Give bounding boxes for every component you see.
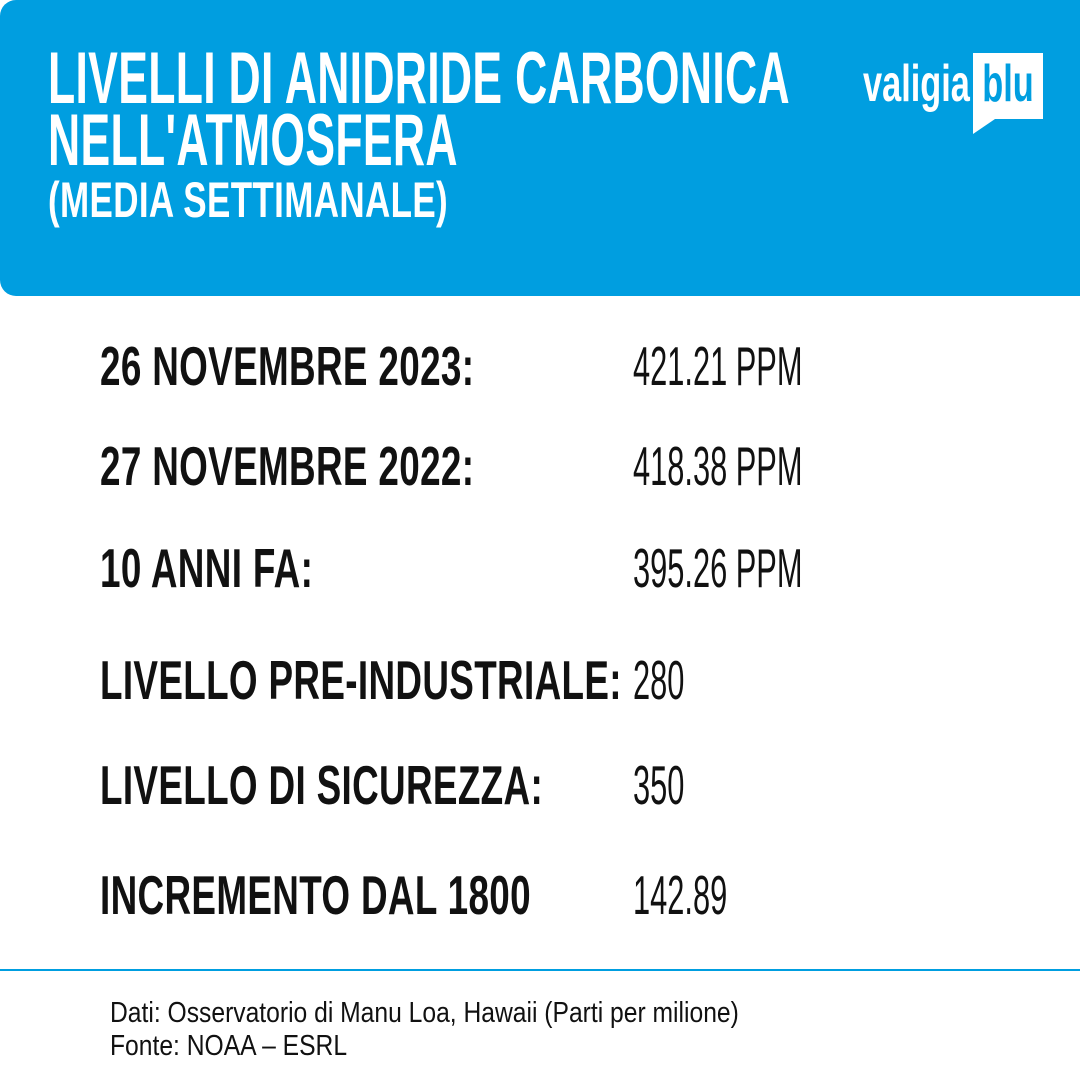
row-label: 10 ANNI FA: <box>100 537 314 599</box>
row-label: LIVELLO PRE-INDUSTRIALE: <box>100 649 622 711</box>
header-banner: LIVELLI DI ANIDRIDE CARBONICA NELL'ATMOS… <box>0 0 1080 296</box>
footer-divider <box>0 969 1080 971</box>
data-row-10-anni-fa: 10 ANNI FA: 395.26 PPM <box>0 536 1080 600</box>
row-value: 280 <box>633 649 685 711</box>
row-value: 142.89 <box>633 864 728 926</box>
row-value: 418.38 PPM <box>633 435 803 497</box>
row-value: 421.21 PPM <box>633 335 803 397</box>
title-line-2: NELL'ATMOSFERA <box>48 100 458 181</box>
data-row-incremento: INCREMENTO DAL 1800 142.89 <box>0 863 1080 927</box>
subtitle: (MEDIA SETTIMANALE) <box>48 172 449 228</box>
row-label: LIVELLO DI SICUREZZA: <box>100 754 544 816</box>
logo-text-blu: blu <box>982 55 1034 113</box>
row-label: 27 NOVEMBRE 2022: <box>100 435 475 497</box>
data-row-2022: 27 NOVEMBRE 2022: 418.38 PPM <box>0 434 1080 498</box>
data-row-2023: 26 NOVEMBRE 2023: 421.21 PPM <box>0 334 1080 398</box>
data-row-pre-industriale: LIVELLO PRE-INDUSTRIALE: 280 <box>0 648 1080 712</box>
row-value: 350 <box>633 754 685 816</box>
valigiablu-logo: valigia blu <box>808 53 1043 134</box>
source-block: Dati: Osservatorio di Manu Loa, Hawaii (… <box>110 997 850 1063</box>
logo-text-valigia: valigia <box>863 55 970 113</box>
data-row-sicurezza: LIVELLO DI SICUREZZA: 350 <box>0 753 1080 817</box>
row-label: 26 NOVEMBRE 2023: <box>100 335 475 397</box>
logo-speech-bubble: blu <box>973 53 1043 134</box>
title-line-1: LIVELLI DI ANIDRIDE CARBONICA <box>48 38 790 119</box>
data-source-line: Dati: Osservatorio di Manu Loa, Hawaii (… <box>110 997 739 1029</box>
row-label: INCREMENTO DAL 1800 <box>100 864 531 926</box>
fonte-line: Fonte: NOAA – ESRL <box>110 1030 348 1062</box>
row-value: 395.26 PPM <box>633 537 803 599</box>
page-title: LIVELLI DI ANIDRIDE CARBONICA NELL'ATMOS… <box>48 38 1080 228</box>
